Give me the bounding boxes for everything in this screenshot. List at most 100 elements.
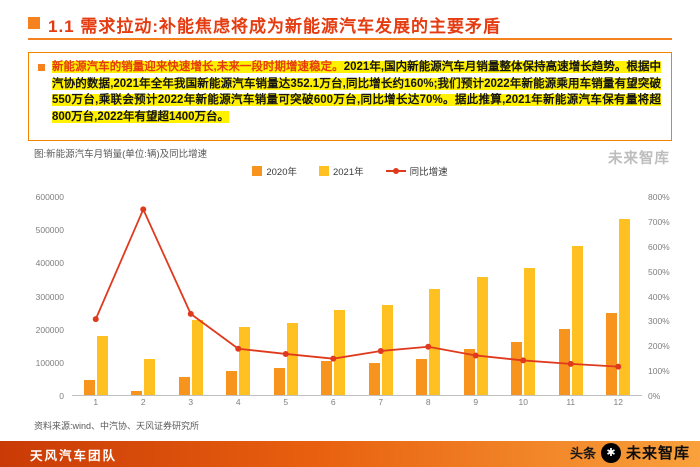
yoy-point-month-5 bbox=[282, 350, 289, 357]
team-name: 天风汽车团队 bbox=[30, 448, 118, 463]
y-axis-left: 0 100000 200000 300000 400000 500000 600000 bbox=[26, 192, 72, 401]
summary-text: 新能源汽车的销量迎来快速增长,未来一段时期增速稳定。2021年,国内新能源汽车月… bbox=[52, 59, 661, 135]
slide-header: 1.1 需求拉动:补能焦虑将成为新能源汽车发展的主要矛盾 bbox=[28, 12, 672, 37]
left-axis-tick-6: 600000 bbox=[35, 192, 64, 202]
page-title: 1.1 需求拉动:补能焦虑将成为新能源汽车发展的主要矛盾 bbox=[48, 17, 502, 36]
legend-swatch-square-y2020 bbox=[252, 166, 263, 176]
left-axis-tick-1: 100000 bbox=[35, 357, 64, 368]
bar-y2020-month-9 bbox=[463, 349, 475, 395]
x-axis-label-12: 12 bbox=[613, 397, 623, 407]
bar-y2020-month-6 bbox=[321, 360, 333, 395]
legend-item-y2020: 2020年 bbox=[252, 164, 297, 178]
bar-y2020-month-1 bbox=[83, 380, 95, 395]
bar-y2021-month-11 bbox=[571, 245, 583, 395]
x-axis-label-10: 10 bbox=[518, 397, 528, 407]
watermark-bottom: 头条 ✱ 未来智库 bbox=[570, 442, 690, 463]
yoy-growth-line-layer bbox=[92, 206, 622, 370]
account-name: 未来智库 bbox=[625, 445, 690, 462]
left-axis-tick-3: 300000 bbox=[35, 291, 64, 302]
x-axis-label-9: 9 bbox=[473, 397, 479, 407]
x-axis-label-5: 5 bbox=[283, 397, 289, 407]
bar-y2021-month-1 bbox=[96, 335, 108, 395]
legend-swatch-line-yoy bbox=[385, 168, 406, 174]
bar-y2020-month-3 bbox=[178, 377, 190, 395]
right-axis-tick-6: 600% bbox=[648, 241, 670, 252]
left-axis-tick-2: 200000 bbox=[35, 324, 64, 335]
x-axis-label-11: 11 bbox=[566, 397, 576, 407]
bar-y2021-month-4 bbox=[239, 326, 251, 395]
legend-item-y2021: 2021年 bbox=[318, 164, 364, 178]
bar-y2021-month-10 bbox=[524, 267, 536, 395]
legend-swatch-dot-yoy bbox=[392, 168, 399, 174]
title-bullet-square bbox=[28, 17, 40, 29]
bar-y2020-month-12 bbox=[606, 312, 618, 395]
yoy-point-month-3 bbox=[187, 310, 194, 317]
bar-y2021-month-9 bbox=[476, 276, 488, 395]
summary-bullet-square bbox=[38, 64, 45, 71]
x-axis-label-1: 1 bbox=[93, 397, 99, 407]
bar-y2021-month-5 bbox=[286, 323, 298, 395]
bar-y2020-month-11 bbox=[558, 328, 570, 395]
left-axis-tick-4: 400000 bbox=[35, 258, 64, 269]
legend-label-y2020: 2020年 bbox=[266, 167, 297, 178]
bar-y2021-month-8 bbox=[429, 288, 441, 395]
right-axis-tick-4: 400% bbox=[648, 291, 670, 302]
bar-y2020-month-2 bbox=[131, 390, 143, 395]
summary-box: 新能源汽车的销量迎来快速增长,未来一段时期增速稳定。2021年,国内新能源汽车月… bbox=[28, 52, 672, 141]
footer-bar: 天风汽车团队 bbox=[0, 441, 700, 467]
left-axis-tick-5: 500000 bbox=[35, 225, 64, 236]
title-underline bbox=[28, 38, 672, 40]
yoy-growth-line bbox=[94, 207, 619, 368]
x-axis-label-7: 7 bbox=[378, 397, 384, 407]
left-axis-tick-0: 0 bbox=[59, 391, 64, 401]
yoy-point-month-12 bbox=[615, 363, 622, 370]
bar-y2020-month-8 bbox=[416, 358, 428, 395]
y-axis-right: 0% 100% 200% 300% 400% 500% 600% 700% 800% bbox=[642, 192, 678, 401]
chart-legend: 2020年 2021年 同比增速 bbox=[0, 164, 700, 178]
toutiao-label: 头条 bbox=[569, 446, 596, 461]
summary-lead: 新能源汽车的销量迎来快速增长,未来一段时期增速稳定。 bbox=[52, 61, 344, 73]
bar-y2021-month-6 bbox=[334, 310, 346, 395]
x-axis-label-2: 2 bbox=[140, 397, 146, 407]
yoy-point-month-7 bbox=[377, 347, 384, 354]
yoy-point-month-11 bbox=[567, 360, 574, 367]
yoy-point-month-4 bbox=[235, 345, 242, 352]
x-axis-label-3: 3 bbox=[188, 397, 194, 407]
yoy-point-month-10 bbox=[520, 357, 527, 364]
right-axis-tick-8: 800% bbox=[648, 192, 670, 202]
right-axis-tick-1: 100% bbox=[648, 366, 670, 377]
x-axis-label-6: 6 bbox=[330, 397, 336, 407]
right-axis-tick-7: 700% bbox=[648, 216, 670, 227]
right-axis-tick-3: 300% bbox=[648, 316, 670, 327]
source-note: 资料来源:wind、中汽协、天风证券研究所 bbox=[34, 421, 200, 431]
yoy-point-month-8 bbox=[425, 343, 432, 350]
bar-y2021-month-3 bbox=[191, 320, 203, 395]
bar-y2020-month-7 bbox=[368, 362, 380, 395]
yoy-point-month-1 bbox=[92, 316, 99, 323]
legend-label-yoy: 同比增速 bbox=[409, 167, 448, 178]
bar-y2020-month-4 bbox=[226, 371, 238, 395]
right-axis-tick-5: 500% bbox=[648, 266, 670, 277]
legend-item-yoy: 同比增速 bbox=[385, 164, 448, 178]
legend-swatch-square-y2021 bbox=[318, 166, 329, 176]
plot-area bbox=[72, 196, 642, 396]
bar-y2021-month-2 bbox=[144, 358, 156, 395]
zhiku-logo-icon: ✱ bbox=[600, 442, 621, 463]
yoy-point-month-9 bbox=[472, 352, 479, 359]
x-axis-label-4: 4 bbox=[235, 397, 241, 407]
yoy-point-month-2 bbox=[140, 206, 147, 213]
bar-y2020-month-5 bbox=[273, 367, 285, 395]
right-axis-tick-0: 0% bbox=[648, 391, 661, 401]
yoy-point-month-6 bbox=[330, 355, 337, 362]
bar-y2021-month-12 bbox=[619, 218, 631, 395]
watermark-side: 未来智库 bbox=[608, 151, 670, 167]
x-axis: 1 2 3 4 5 6 7 8 9 10 11 12 bbox=[72, 397, 642, 407]
right-axis-tick-2: 200% bbox=[648, 341, 670, 352]
plot-wrap: 1 2 3 4 5 6 7 8 9 10 11 12 bbox=[72, 196, 642, 407]
bar-y2020-month-10 bbox=[511, 341, 523, 395]
x-axis-label-8: 8 bbox=[425, 397, 431, 407]
chart-caption: 图:新能源汽车月销量(单位:辆)及同比增速 bbox=[34, 149, 208, 160]
legend-label-y2021: 2021年 bbox=[332, 167, 364, 178]
